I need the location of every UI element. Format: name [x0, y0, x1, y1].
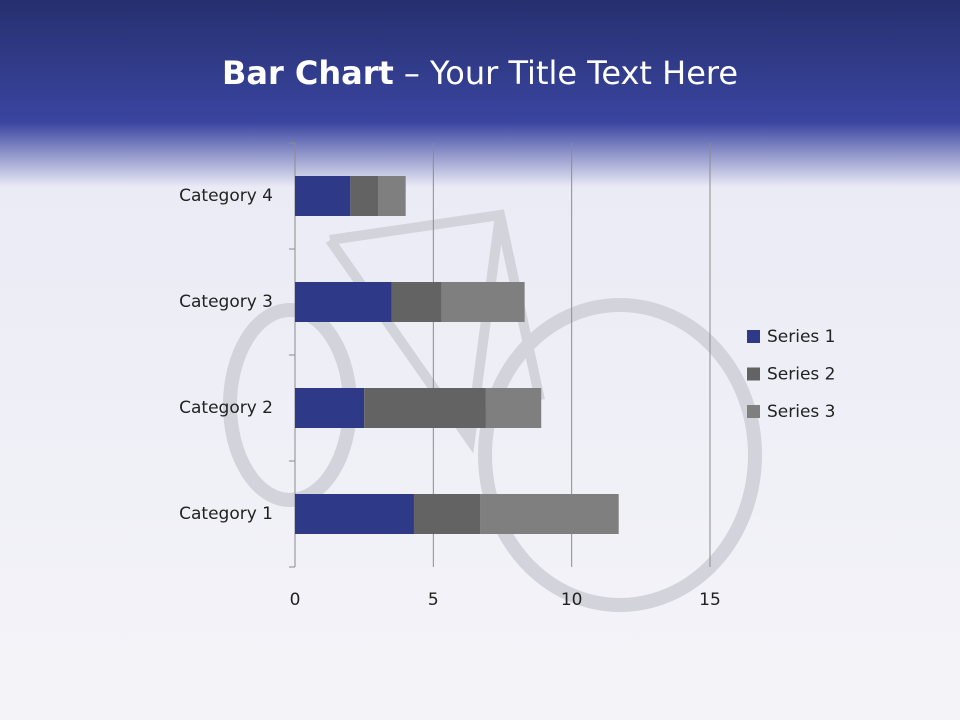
y-tick-label: Category 3	[179, 292, 273, 312]
bar-segment	[295, 494, 414, 534]
legend-swatch	[747, 405, 760, 418]
legend-label: Series 3	[767, 402, 836, 422]
title-text: – Your Title Text Here	[404, 54, 738, 92]
legend-swatch	[747, 330, 760, 343]
bar-segment	[350, 176, 378, 216]
bar-segment	[378, 176, 406, 216]
bar-segment	[480, 494, 619, 534]
x-tick-label: 15	[699, 590, 721, 610]
legend-label: Series 2	[767, 365, 836, 385]
slide-title: Bar Chart – Your Title Text Here	[222, 54, 738, 92]
bar-segment	[391, 282, 442, 322]
bar-segment	[295, 176, 351, 216]
x-tick-label: 0	[290, 590, 301, 610]
bar-segment	[295, 388, 365, 428]
x-tick-label: 5	[428, 590, 439, 610]
title-bold: Bar Chart	[222, 54, 394, 92]
x-tick-label: 10	[561, 590, 583, 610]
legend-swatch	[747, 367, 760, 381]
bike-decoration	[223, 209, 762, 612]
bar-segment	[485, 388, 542, 428]
bar-segment	[413, 494, 481, 534]
legend-label: Series 1	[767, 327, 836, 347]
y-tick-label: Category 1	[179, 504, 273, 524]
bar-segment	[295, 282, 392, 322]
y-tick-label: Category 4	[179, 186, 273, 206]
bar-segment	[364, 388, 486, 428]
y-tick-label: Category 2	[179, 398, 273, 418]
bar-segment	[441, 282, 525, 322]
